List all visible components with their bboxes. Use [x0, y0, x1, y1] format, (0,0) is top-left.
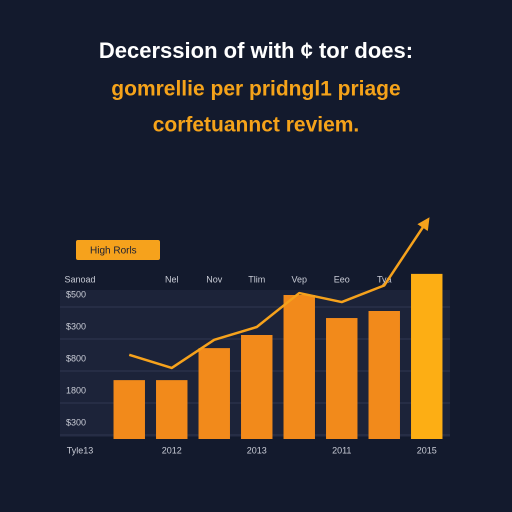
x-axis-label: 2013 — [247, 445, 267, 455]
legend-label[interactable]: High Rorls — [90, 246, 137, 257]
y-tick-label: $500 — [66, 289, 86, 299]
bar — [113, 380, 145, 439]
y-tick-label: 1800 — [66, 385, 86, 395]
bar — [326, 318, 358, 439]
bar — [241, 335, 273, 439]
x-tick-label: Tlim — [248, 274, 265, 284]
x-axis-label: 2011 — [332, 445, 351, 455]
chart-title: Decerssion of with ¢ tor does: — [99, 38, 413, 63]
bar — [283, 295, 315, 439]
chart-subtitle: corfetuannct reviem. — [153, 114, 360, 137]
line — [128, 217, 430, 370]
x-tick-label: Vep — [291, 274, 307, 284]
x-tick-label: Nov — [206, 274, 223, 284]
y-tick-label: $800 — [66, 353, 86, 363]
bar — [198, 348, 230, 439]
y-tick-label: $300 — [66, 417, 86, 427]
y-tick-label: $300 — [66, 321, 86, 331]
x-tick-label: Tya — [377, 274, 392, 284]
x-tick-label: Eeo — [334, 274, 350, 284]
x-tick-label: Sanoad — [64, 274, 95, 284]
x-axis-label: 2012 — [162, 445, 182, 455]
bar — [368, 311, 400, 439]
bar — [156, 380, 188, 439]
x-axis-label: 2015 — [417, 445, 437, 455]
x-axis-label: Tyle13 — [67, 445, 94, 455]
x-tick-label: Nel — [165, 274, 179, 284]
bar — [411, 273, 443, 439]
chart-subtitle: gomrellie per pridngl1 priage — [111, 78, 400, 101]
legend-swatch[interactable] — [76, 240, 160, 260]
